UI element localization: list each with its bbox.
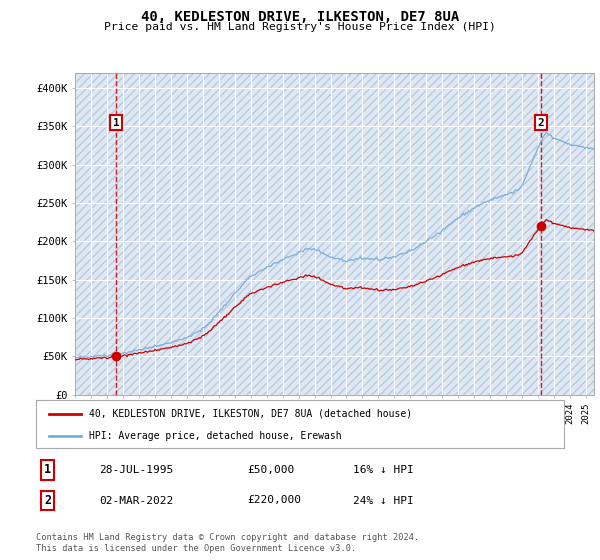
Text: 40, KEDLESTON DRIVE, ILKESTON, DE7 8UA (detached house): 40, KEDLESTON DRIVE, ILKESTON, DE7 8UA (… <box>89 409 412 419</box>
Text: 40, KEDLESTON DRIVE, ILKESTON, DE7 8UA: 40, KEDLESTON DRIVE, ILKESTON, DE7 8UA <box>141 10 459 24</box>
Text: 1: 1 <box>44 463 51 476</box>
Text: 2: 2 <box>44 494 51 507</box>
Text: 28-JUL-1995: 28-JUL-1995 <box>100 465 173 475</box>
Text: 2: 2 <box>538 118 544 128</box>
Text: 1: 1 <box>113 118 119 128</box>
Text: 24% ↓ HPI: 24% ↓ HPI <box>353 496 413 506</box>
Text: £50,000: £50,000 <box>247 465 295 475</box>
Text: HPI: Average price, detached house, Erewash: HPI: Average price, detached house, Erew… <box>89 431 341 441</box>
Text: 16% ↓ HPI: 16% ↓ HPI <box>353 465 413 475</box>
Text: Contains HM Land Registry data © Crown copyright and database right 2024.
This d: Contains HM Land Registry data © Crown c… <box>36 533 419 553</box>
Text: 02-MAR-2022: 02-MAR-2022 <box>100 496 173 506</box>
Text: £220,000: £220,000 <box>247 496 301 506</box>
Text: Price paid vs. HM Land Registry's House Price Index (HPI): Price paid vs. HM Land Registry's House … <box>104 22 496 32</box>
